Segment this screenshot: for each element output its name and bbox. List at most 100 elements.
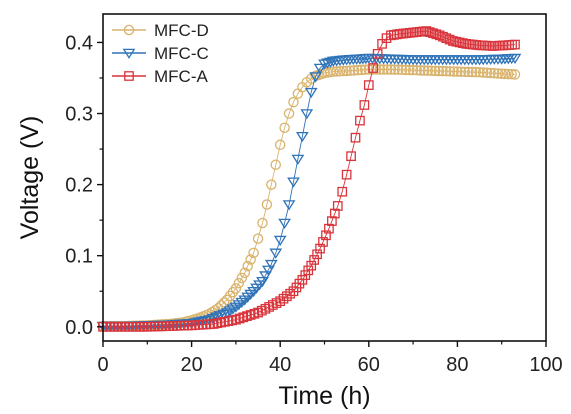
data-point: [510, 39, 520, 50]
data-point: [368, 63, 379, 73]
data-point: [438, 31, 448, 42]
data-point: [346, 151, 356, 162]
data-point: [242, 260, 253, 272]
x-tick-label: 80: [446, 354, 468, 376]
data-point: [300, 109, 314, 120]
data-point: [210, 312, 223, 323]
data-point: [324, 223, 334, 234]
data-point: [485, 67, 496, 79]
y-tick-label: 0.4: [65, 32, 93, 54]
x-tick-label: 100: [529, 354, 562, 376]
data-point: [262, 265, 275, 276]
data-point: [508, 53, 522, 64]
data-point: [248, 247, 259, 259]
legend-label: MFC-A: [154, 67, 208, 86]
y-tick-label: 0.2: [65, 175, 93, 197]
data-point: [499, 68, 511, 80]
data-point: [370, 64, 382, 75]
data-point: [393, 64, 404, 75]
data-point: [226, 304, 240, 315]
data-point: [266, 179, 277, 190]
data-point: [470, 66, 482, 78]
y-tick-label: 0.1: [65, 246, 93, 268]
data-point: [274, 139, 286, 151]
data-point: [363, 80, 374, 90]
y-tick-label: 0.3: [65, 104, 93, 126]
data-point: [359, 64, 371, 75]
data-point: [329, 208, 340, 219]
data-point: [441, 65, 452, 77]
legend-marker: [124, 71, 134, 81]
data-point: [269, 248, 283, 259]
data-point: [236, 272, 248, 284]
series-line: [103, 57, 516, 327]
data-point: [481, 67, 493, 79]
data-point: [389, 64, 400, 75]
data-point: [233, 277, 245, 289]
data-point: [264, 259, 278, 271]
data-point: [331, 66, 342, 77]
data-point: [217, 309, 230, 320]
data-point: [321, 58, 334, 69]
data-point: [279, 122, 290, 133]
data-point: [396, 64, 408, 76]
data-point: [282, 200, 296, 211]
legend-label: MFC-D: [154, 21, 209, 40]
data-point: [372, 48, 383, 59]
data-point: [256, 276, 269, 288]
data-point: [509, 69, 521, 80]
data-point: [404, 64, 415, 76]
data-point: [337, 186, 348, 197]
data-point: [245, 254, 256, 265]
data-point: [273, 235, 287, 246]
legend-marker: [123, 24, 135, 36]
data-point: [275, 296, 286, 307]
data-point: [324, 57, 337, 68]
data-point: [506, 68, 517, 80]
data-point: [433, 65, 445, 77]
data-point: [306, 260, 317, 271]
data-point: [283, 108, 295, 119]
data-point: [313, 63, 327, 74]
data-point: [291, 154, 305, 165]
data-point: [356, 64, 367, 76]
data-point: [448, 66, 459, 77]
data-point: [496, 68, 507, 79]
series-line: [103, 30, 516, 328]
data-point: [437, 65, 448, 77]
data-point: [315, 243, 325, 254]
data-point: [474, 67, 485, 78]
data-point: [378, 64, 389, 75]
y-axis-title: Voltage (V): [16, 116, 44, 240]
data-point: [374, 64, 386, 75]
data-point: [455, 66, 467, 77]
series-mfc-a: [98, 26, 520, 332]
x-tick-label: 40: [269, 354, 291, 376]
data-point: [252, 233, 264, 244]
data-point: [332, 201, 343, 211]
data-point: [259, 271, 272, 282]
legend-label: MFC-C: [154, 44, 209, 63]
y-tick-label: 0.0: [65, 317, 93, 339]
data-point: [411, 65, 423, 76]
data-point: [270, 159, 282, 170]
data-point: [503, 68, 514, 80]
data-point: [418, 65, 430, 76]
data-point: [220, 308, 234, 319]
data-point: [451, 36, 462, 47]
x-tick-label: 20: [180, 354, 202, 376]
data-point: [400, 64, 411, 76]
data-point: [278, 293, 289, 304]
data-point: [257, 217, 268, 229]
data-point: [341, 65, 352, 77]
x-axis-title: Time (h): [278, 382, 370, 410]
data-point: [444, 66, 456, 77]
data-point: [415, 65, 426, 76]
data-point: [334, 65, 346, 77]
data-point: [422, 65, 434, 76]
data-point: [304, 87, 318, 99]
data-point: [309, 255, 320, 265]
data-point: [448, 36, 458, 46]
data-point: [459, 66, 471, 78]
